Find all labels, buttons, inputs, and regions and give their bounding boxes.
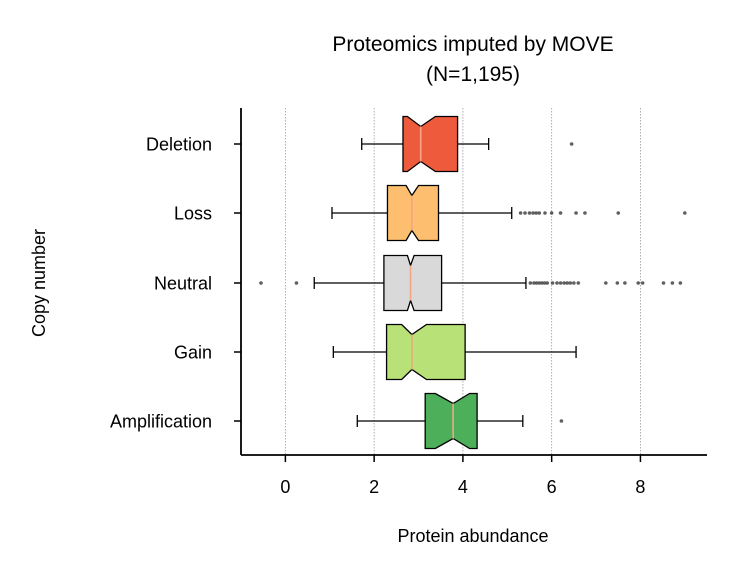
outlier-point [568, 281, 573, 285]
outlier-point [532, 281, 536, 285]
outlier-point [559, 419, 564, 423]
y-tick-label: Deletion [146, 135, 212, 155]
box-deletion [361, 115, 574, 173]
outlier-point [616, 211, 621, 215]
y-axis-label: Copy number [29, 229, 49, 337]
outlier-point [565, 281, 569, 285]
outlier-point [558, 211, 563, 215]
outlier-point [623, 281, 627, 285]
chart-title: Proteomics imputed by MOVE [332, 33, 613, 56]
outlier-point [661, 281, 666, 285]
outlier-point [528, 281, 533, 285]
box-body [386, 184, 440, 242]
outlier-point [670, 281, 675, 285]
outlier-point [550, 281, 555, 285]
box-loss [331, 184, 687, 242]
outlier-point [531, 211, 535, 215]
y-tick-label: Loss [174, 204, 212, 224]
outlier-point [574, 211, 578, 215]
outlier-point [537, 211, 542, 215]
x-tick-label: 8 [635, 477, 645, 497]
boxes [259, 115, 687, 450]
outlier-point [545, 281, 550, 285]
box-neutral [259, 254, 683, 312]
box-body [385, 323, 466, 381]
outlier-point [576, 281, 581, 285]
outlier-point [562, 281, 566, 285]
outlier-point [549, 211, 554, 215]
outlier-point [615, 281, 620, 285]
outlier-point [259, 281, 263, 285]
box-body [424, 392, 478, 450]
x-tick-label: 4 [458, 477, 468, 497]
outlier-point [604, 281, 608, 285]
outlier-point [640, 281, 645, 285]
outlier-point [540, 281, 544, 285]
outlier-point [543, 211, 547, 215]
x-tick-label: 6 [547, 477, 557, 497]
outlier-point [683, 211, 687, 215]
outlier-point [294, 281, 299, 285]
outlier-point [555, 281, 559, 285]
x-tick-label: 0 [280, 477, 290, 497]
outlier-point [537, 281, 542, 285]
outlier-point [572, 281, 576, 285]
outlier-point [527, 211, 532, 215]
outlier-point [534, 211, 538, 215]
y-tick-label: Neutral [154, 274, 212, 294]
outlier-point [518, 211, 523, 215]
outlier-point [523, 211, 527, 215]
axes [234, 108, 707, 462]
outlier-point [636, 281, 641, 285]
y-tick-label: Amplification [110, 412, 212, 432]
x-tick-label: 2 [369, 477, 379, 497]
box-body [402, 115, 459, 173]
labels: 0 2 4 6 8 Deletion Loss Neutral Gain Amplificatio… [29, 33, 645, 546]
outlier-point [542, 281, 547, 285]
box-body [383, 254, 443, 312]
box-amplification [356, 392, 564, 450]
x-axis-label: Protein abundance [397, 526, 548, 546]
outlier-point [534, 281, 539, 285]
outlier-point [583, 211, 587, 215]
outlier-point [569, 142, 574, 146]
box-gain [332, 323, 577, 381]
outlier-point [678, 281, 683, 285]
chart-subtitle: (N=1,195) [426, 63, 520, 86]
outlier-point [558, 281, 563, 285]
y-tick-label: Gain [174, 343, 212, 363]
